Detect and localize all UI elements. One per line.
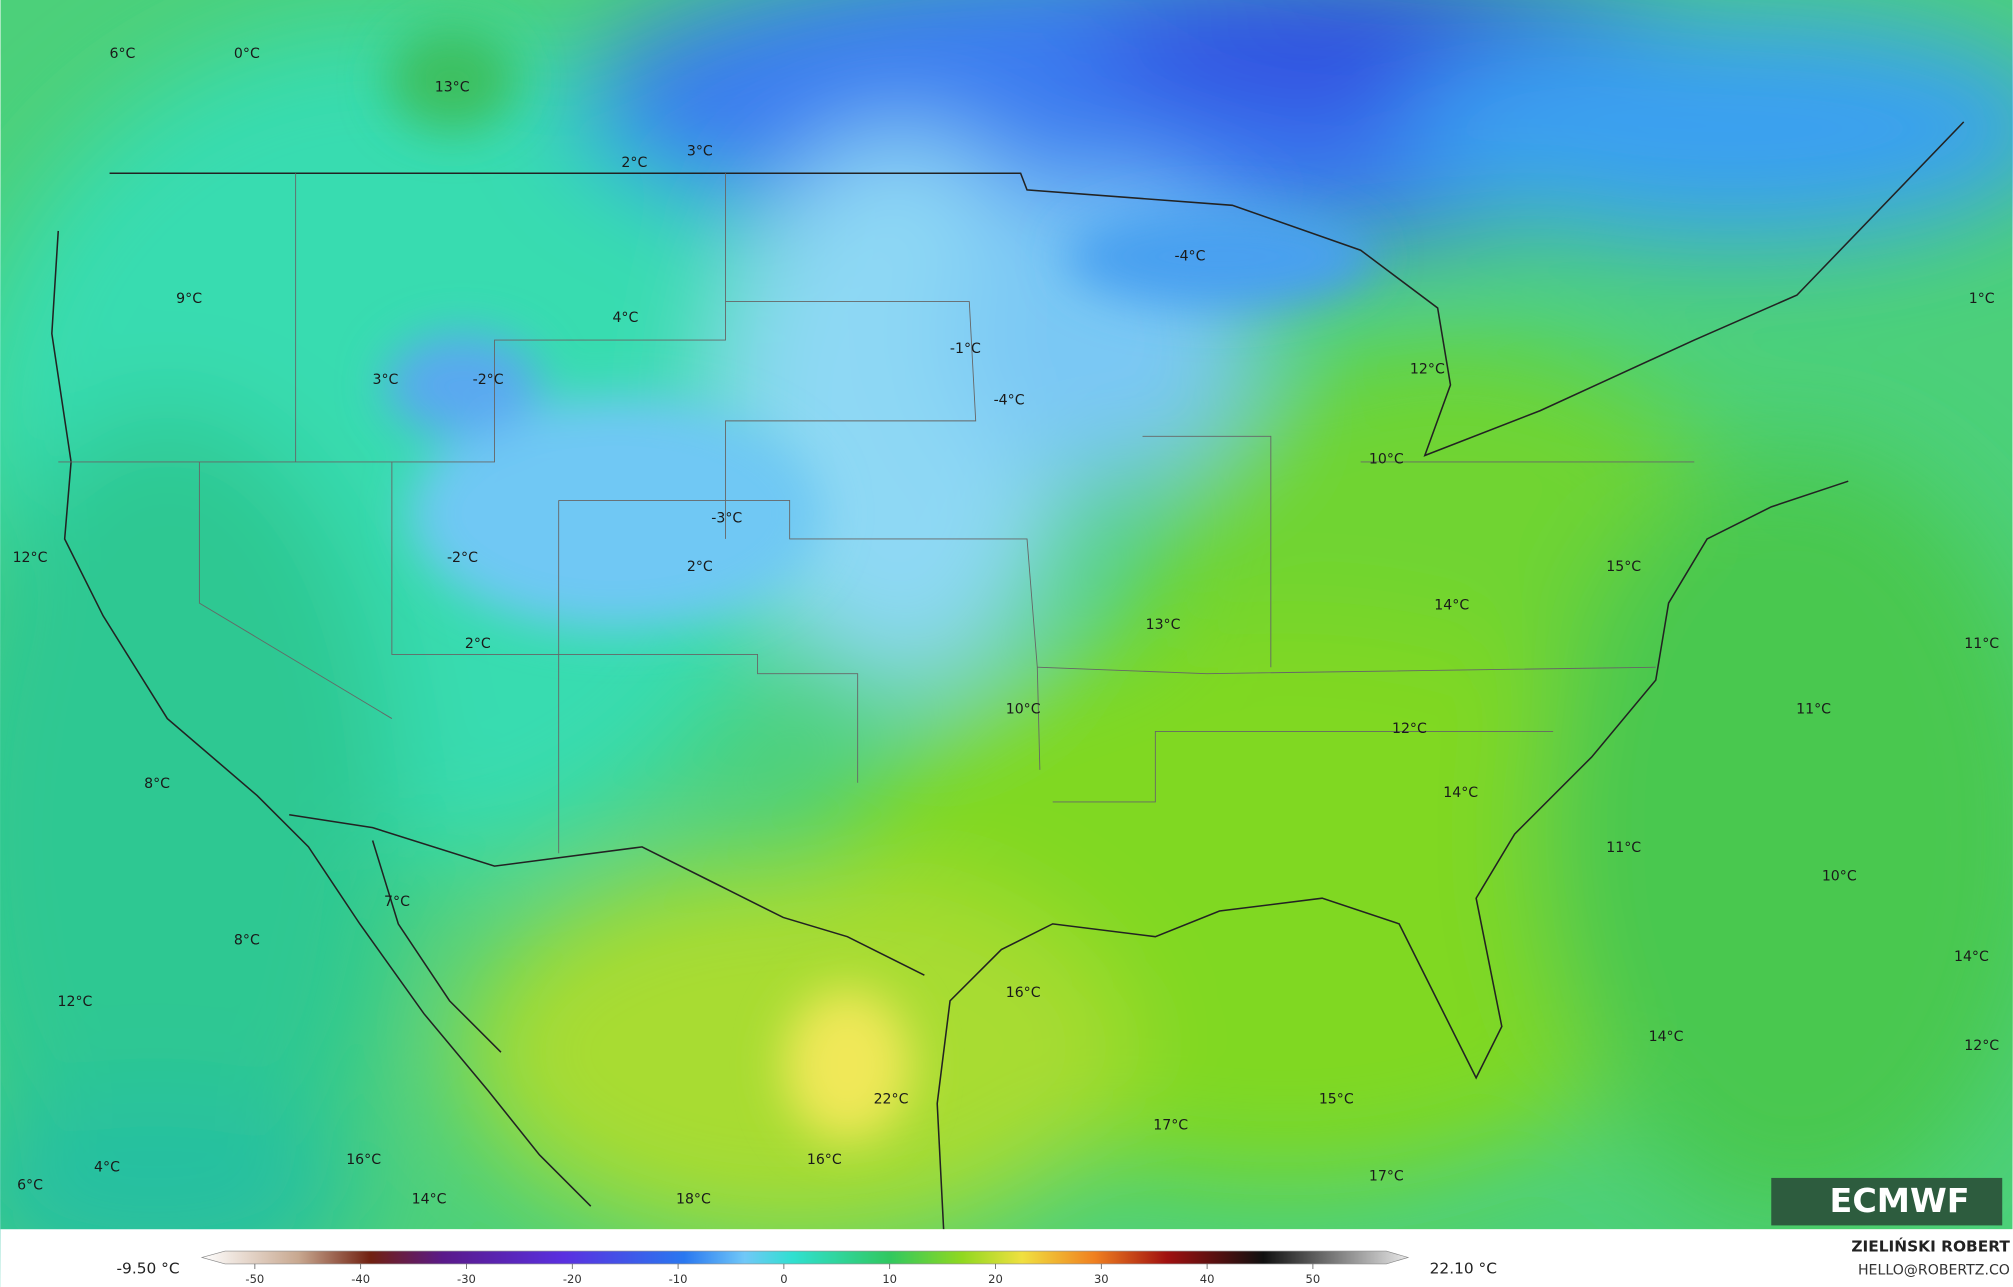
colorbar-tick-label: -50 bbox=[245, 1272, 264, 1286]
temperature-label: 11°C bbox=[1964, 636, 1999, 652]
temperature-label: 6°C bbox=[17, 1178, 43, 1194]
temperature-label: 3°C bbox=[687, 143, 713, 159]
temperature-label: 14°C bbox=[1434, 598, 1469, 614]
temperature-label: 12°C bbox=[13, 550, 48, 566]
colorbar-bar bbox=[200, 1250, 1410, 1265]
temperature-label: 14°C bbox=[1954, 949, 1989, 965]
temperature-label: 3°C bbox=[373, 372, 399, 388]
colorbar-tick-label: 50 bbox=[1306, 1272, 1321, 1286]
temperature-label: 7°C bbox=[384, 894, 410, 910]
temperature-label: 22°C bbox=[874, 1092, 909, 1108]
credit-email: HELLO@ROBERTZ.CO bbox=[1858, 1262, 2010, 1278]
temperature-label: 8°C bbox=[144, 776, 170, 792]
colorbar-tick-label: 0 bbox=[780, 1272, 787, 1286]
temperature-label: 16°C bbox=[346, 1152, 381, 1168]
temperature-label: 2°C bbox=[687, 559, 713, 575]
temperature-label: 0°C bbox=[234, 46, 260, 62]
temperature-label: 15°C bbox=[1319, 1092, 1354, 1108]
logo-box bbox=[1771, 1177, 2003, 1226]
temperature-label: 1°C bbox=[1969, 291, 1995, 307]
logo: ECMWF bbox=[1771, 1177, 2003, 1226]
temperature-label: -2°C bbox=[447, 550, 478, 566]
temperature-label: -3°C bbox=[711, 510, 742, 526]
temperature-label: 16°C bbox=[807, 1152, 842, 1168]
temperature-label: 10°C bbox=[1006, 702, 1041, 718]
min-label: -9.50 °C bbox=[117, 1260, 180, 1278]
colorbar-tick-label: -20 bbox=[563, 1272, 582, 1286]
colorbar-tick-label: 20 bbox=[988, 1272, 1003, 1286]
temperature-label: 14°C bbox=[1443, 785, 1478, 801]
temperature-label: 12°C bbox=[57, 994, 92, 1010]
colorbar-tick-label: -40 bbox=[351, 1272, 370, 1286]
temperature-label: 10°C bbox=[1822, 868, 1857, 884]
temperature-label: 2°C bbox=[465, 636, 491, 652]
temperature-label: 11°C bbox=[1796, 702, 1831, 718]
temperature-label: 9°C bbox=[176, 291, 202, 307]
temperature-label: 16°C bbox=[1006, 985, 1041, 1001]
temperature-label: 15°C bbox=[1606, 559, 1641, 575]
temperature-label: 12°C bbox=[1410, 362, 1445, 378]
temperature-label: -4°C bbox=[994, 392, 1025, 408]
temperature-label: 10°C bbox=[1369, 451, 1404, 467]
temperature-label: 8°C bbox=[234, 933, 260, 949]
temperature-label: -4°C bbox=[1174, 249, 1205, 265]
temperature-label: 11°C bbox=[1606, 840, 1641, 856]
temperature-label: 12°C bbox=[1392, 721, 1427, 737]
temperature-label: 13°C bbox=[435, 79, 470, 95]
max-label: 22.10 °C bbox=[1430, 1260, 1497, 1278]
logo-text: ECMWF bbox=[1830, 1181, 1970, 1220]
temperature-label: 17°C bbox=[1153, 1117, 1188, 1133]
temperature-label: 14°C bbox=[412, 1192, 447, 1208]
temperature-label: 17°C bbox=[1369, 1169, 1404, 1185]
colorbar-tick-label: 40 bbox=[1200, 1272, 1215, 1286]
colorbar-tick-label: 30 bbox=[1094, 1272, 1109, 1286]
temperature-labels: 6°C 0°C 13°C 2°C 3°C 9°C 4°C 3°C -2°C -4°C -1°C -4°… bbox=[13, 46, 2000, 1208]
colorbar-tick-label: 10 bbox=[882, 1272, 897, 1286]
temperature-label: 6°C bbox=[109, 46, 135, 62]
state-lines bbox=[58, 173, 1695, 854]
temperature-label: 12°C bbox=[1964, 1038, 1999, 1054]
credit-name: ZIELIŃSKI ROBERT bbox=[1851, 1237, 2010, 1256]
temperature-label: 2°C bbox=[621, 155, 647, 171]
temperature-label: 4°C bbox=[94, 1160, 120, 1176]
temperature-label: 13°C bbox=[1146, 617, 1181, 633]
temperature-label: 4°C bbox=[612, 310, 638, 326]
temperature-label: -2°C bbox=[473, 372, 504, 388]
colorbar: -50 -40 -30 -20 -10 0 10 20 30 40 50 bbox=[200, 1250, 1410, 1286]
colorbar-tick-label: -30 bbox=[457, 1272, 476, 1286]
temperature-label: 14°C bbox=[1649, 1029, 1684, 1045]
temperature-label: -1°C bbox=[950, 341, 981, 357]
colorbar-tick-label: -10 bbox=[669, 1272, 688, 1286]
temperature-label: 18°C bbox=[676, 1192, 711, 1208]
